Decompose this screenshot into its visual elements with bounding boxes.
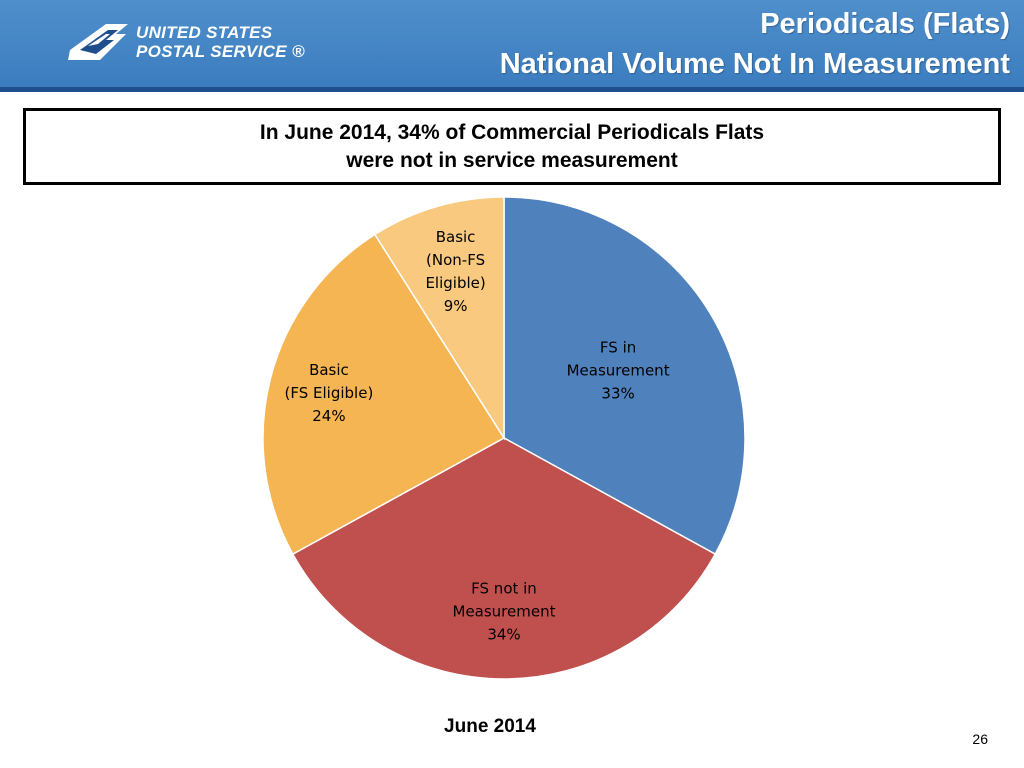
pie-label-line: Basic	[309, 361, 349, 379]
pie-label-fs-in-measurement: FS in Measurement 33%	[567, 339, 670, 403]
header-bar	[0, 0, 1024, 90]
pie-slices	[262, 196, 746, 680]
pie-label-line: Eligible)	[425, 274, 485, 292]
pie-label-fs-not-in-measurement: FS not in Measurement 34%	[453, 580, 556, 644]
callout-line-1: In June 2014, 34% of Commercial Periodic…	[259, 120, 765, 144]
header-divider	[0, 87, 1024, 92]
pie-slice-basic-non-fs-eligible	[373, 196, 505, 441]
pie-label-line: Basic	[436, 228, 476, 246]
pie-label-line: Measurement	[567, 362, 670, 380]
pie-label-line: (FS Eligible)	[285, 384, 374, 402]
pie-label-line: FS in	[600, 339, 636, 357]
pie-label-line: 24%	[312, 407, 345, 425]
logo-wordmark: UNITED STATES POSTAL SERVICE ®	[136, 23, 305, 61]
page-title: Periodicals (Flats) National Volume Not …	[500, 4, 1010, 84]
pie-label-line: 33%	[601, 385, 634, 403]
pie-label-line: 34%	[487, 626, 520, 644]
pie-label-line: FS not in	[471, 580, 537, 598]
pie-label-line: (Non-FS	[426, 251, 485, 269]
logo-line-1: UNITED STATES	[136, 23, 273, 42]
pie-slice-fs-in-measurement	[503, 196, 746, 556]
pie-labels: FS in Measurement 33% FS not in Measurement 3…	[285, 228, 670, 644]
pie-label-line: Measurement	[453, 603, 556, 621]
page-number: 26	[972, 731, 988, 747]
logo-line-2: POSTAL SERVICE ®	[136, 42, 305, 61]
eagle-logo-icon	[68, 24, 128, 60]
summary-callout: In June 2014, 34% of Commercial Periodic…	[23, 108, 1001, 185]
pie-label-basic-fs-eligible: Basic (FS Eligible) 24%	[285, 361, 374, 425]
pie-slice-basic-fs-eligible	[262, 233, 506, 556]
pie-slice-fs-not-in-measurement	[291, 437, 717, 680]
chart-caption: June 2014	[444, 716, 536, 737]
callout-line-2: were not in service measurement	[346, 148, 678, 172]
pie-label-line: 9%	[444, 297, 468, 315]
usps-logo: UNITED STATES POSTAL SERVICE ®	[66, 18, 326, 66]
page-title-line-1: Periodicals (Flats)	[760, 8, 1010, 40]
pie-label-basic-non-fs-eligible: Basic (Non-FS Eligible) 9%	[425, 228, 485, 315]
page-title-line-2: National Volume Not In Measurement	[499, 48, 1010, 80]
